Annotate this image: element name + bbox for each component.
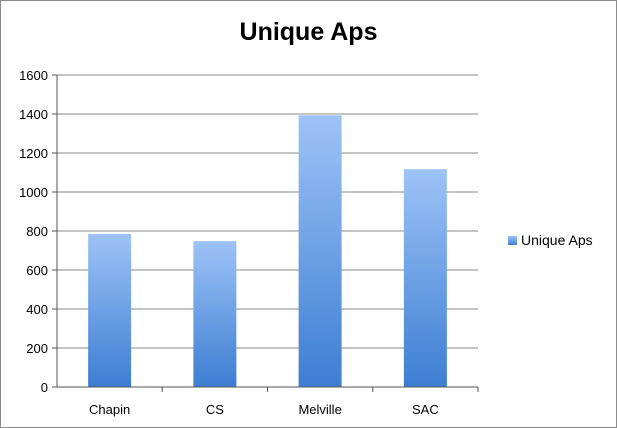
y-tick-label: 200: [26, 341, 48, 356]
y-tick-label: 1000: [19, 185, 48, 200]
y-tick-label: 400: [26, 302, 48, 317]
legend-swatch: [508, 236, 517, 245]
bar-chapin: [88, 233, 132, 387]
bar-cs: [193, 241, 237, 387]
y-tick-label: 800: [26, 224, 48, 239]
y-tick-label: 1200: [19, 146, 48, 161]
legend-label: Unique Aps: [521, 232, 593, 248]
y-tick-label: 1600: [19, 68, 48, 83]
x-tick-label: SAC: [412, 402, 439, 417]
y-tick-label: 600: [26, 263, 48, 278]
bar-melville: [298, 115, 342, 388]
chart-title: Unique Aps: [239, 18, 378, 46]
x-tick-label: Chapin: [89, 402, 130, 417]
y-tick-label: 0: [41, 380, 48, 395]
bar-sac: [403, 169, 447, 387]
x-tick-label: CS: [206, 402, 224, 417]
y-tick-label: 1400: [19, 107, 48, 122]
x-tick-label: Melville: [298, 402, 341, 417]
